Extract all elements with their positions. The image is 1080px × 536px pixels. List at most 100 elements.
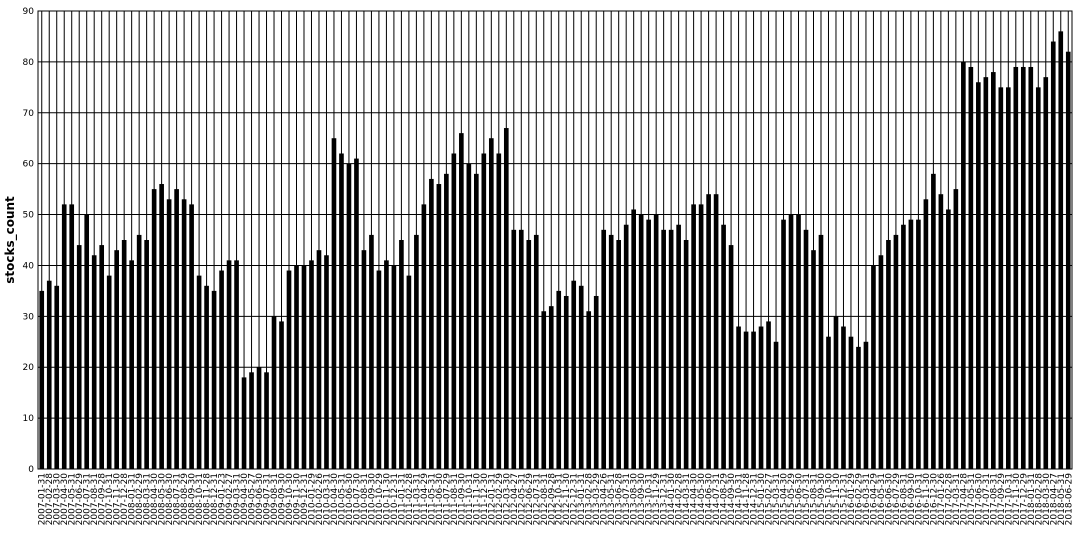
x-tick-label: 2018-01-31 <box>1027 473 1037 525</box>
x-tick-label: 2011-10-31 <box>465 473 475 525</box>
bar <box>384 260 389 469</box>
x-tick-label: 2012-11-30 <box>562 473 572 526</box>
bar <box>736 326 741 469</box>
x-tick-label: 2012-09-28 <box>547 473 557 526</box>
x-tick-label: 2014-07-31 <box>712 473 722 525</box>
x-tick-label: 2017-03-31 <box>952 473 962 525</box>
x-tick-label: 2018-03-30 <box>1042 473 1052 526</box>
bar <box>908 219 914 469</box>
bar <box>571 280 577 469</box>
bar <box>578 285 584 469</box>
x-tick-label: 2007-08-31 <box>90 473 100 525</box>
bar <box>391 265 397 469</box>
bar <box>309 260 314 469</box>
bar <box>998 87 1004 469</box>
bar <box>429 178 434 469</box>
x-tick-label: 2017-09-29 <box>997 473 1007 526</box>
x-tick-label: 2008-11-28 <box>203 473 213 526</box>
x-tick-label: 2011-09-30 <box>457 473 467 526</box>
bar <box>826 336 831 469</box>
bar <box>931 173 936 469</box>
x-tick-label: 2017-07-31 <box>982 473 992 525</box>
x-tick-label: 2014-05-30 <box>697 473 707 526</box>
x-tick-label: 2017-02-28 <box>944 473 954 526</box>
bar <box>151 189 157 469</box>
bar <box>406 275 412 469</box>
bar <box>766 321 771 469</box>
bar <box>518 229 524 469</box>
x-tick-label: 2015-06-30 <box>795 473 805 526</box>
bar <box>1035 87 1041 469</box>
x-tick-label: 2016-11-30 <box>922 473 932 526</box>
x-tick-label: 2017-12-29 <box>1019 473 1029 526</box>
x-tick-label: 2007-02-28 <box>45 473 55 526</box>
x-tick-label: 2016-01-29 <box>847 473 857 526</box>
bar <box>76 245 82 469</box>
x-tick-label: 2008-06-30 <box>165 473 175 526</box>
bar <box>421 204 427 469</box>
bar <box>159 184 164 469</box>
bar <box>241 377 247 469</box>
x-tick-label: 2008-12-31 <box>210 473 220 525</box>
x-tick-label: 2007-03-30 <box>53 473 63 526</box>
bar <box>601 229 607 469</box>
bar <box>586 311 592 469</box>
x-tick-label: 2015-03-31 <box>772 473 782 525</box>
x-tick-label: 2007-04-30 <box>60 473 70 526</box>
bar <box>414 234 419 469</box>
bar <box>339 153 344 469</box>
x-tick-label: 2016-03-31 <box>862 473 872 525</box>
bar <box>324 255 329 469</box>
bar <box>863 341 869 469</box>
bar <box>106 275 112 469</box>
bar <box>234 260 239 469</box>
bar <box>91 255 97 469</box>
x-tick-label: 2011-02-28 <box>405 473 415 526</box>
y-axis-label: stocks_count <box>3 196 18 284</box>
bar <box>556 290 562 469</box>
x-tick-label: 2007-06-29 <box>75 473 85 526</box>
bar <box>781 219 786 469</box>
bar <box>533 234 539 469</box>
bar <box>181 199 187 470</box>
x-tick-label: 2007-10-31 <box>105 473 115 525</box>
bar <box>833 316 839 469</box>
x-tick-label: 2017-08-31 <box>989 473 999 525</box>
y-tick-label: 40 <box>23 261 35 271</box>
x-tick-label: 2009-06-30 <box>255 473 265 526</box>
x-tick-label: 2009-07-31 <box>263 473 273 525</box>
bar <box>136 234 142 469</box>
x-tick-label: 2015-05-29 <box>787 473 797 526</box>
bar <box>271 316 277 469</box>
bar <box>481 153 487 469</box>
bar <box>219 270 224 469</box>
x-tick-label: 2011-04-29 <box>420 473 430 526</box>
bar <box>488 138 494 469</box>
x-tick-label: 2014-11-28 <box>742 473 752 526</box>
bar <box>541 311 547 469</box>
x-tick-label: 2014-03-31 <box>682 473 692 525</box>
x-tick-label: 2008-10-31 <box>195 473 205 525</box>
x-tick-label: 2013-03-29 <box>592 473 602 526</box>
y-tick-label: 10 <box>23 414 35 424</box>
bar <box>548 306 554 469</box>
x-tick-label: 2014-10-31 <box>735 473 745 525</box>
x-tick-label: 2013-07-31 <box>622 473 632 525</box>
bar <box>638 214 644 469</box>
bar <box>294 265 299 469</box>
y-tick-label: 30 <box>23 312 35 322</box>
bar <box>84 214 90 469</box>
bar <box>204 285 209 469</box>
bar <box>361 250 367 469</box>
bar <box>878 255 884 469</box>
x-tick-label: 2010-09-30 <box>367 473 377 526</box>
bar <box>916 219 921 469</box>
bar <box>256 367 262 469</box>
x-tick-label: 2011-12-30 <box>480 473 490 526</box>
x-tick-label: 2017-10-31 <box>1004 473 1014 525</box>
x-tick-label: 2017-01-26 <box>937 473 947 526</box>
bar <box>1058 31 1064 469</box>
x-tick-label: 2016-09-30 <box>907 473 917 526</box>
bar <box>1013 66 1019 469</box>
bar <box>728 245 734 469</box>
